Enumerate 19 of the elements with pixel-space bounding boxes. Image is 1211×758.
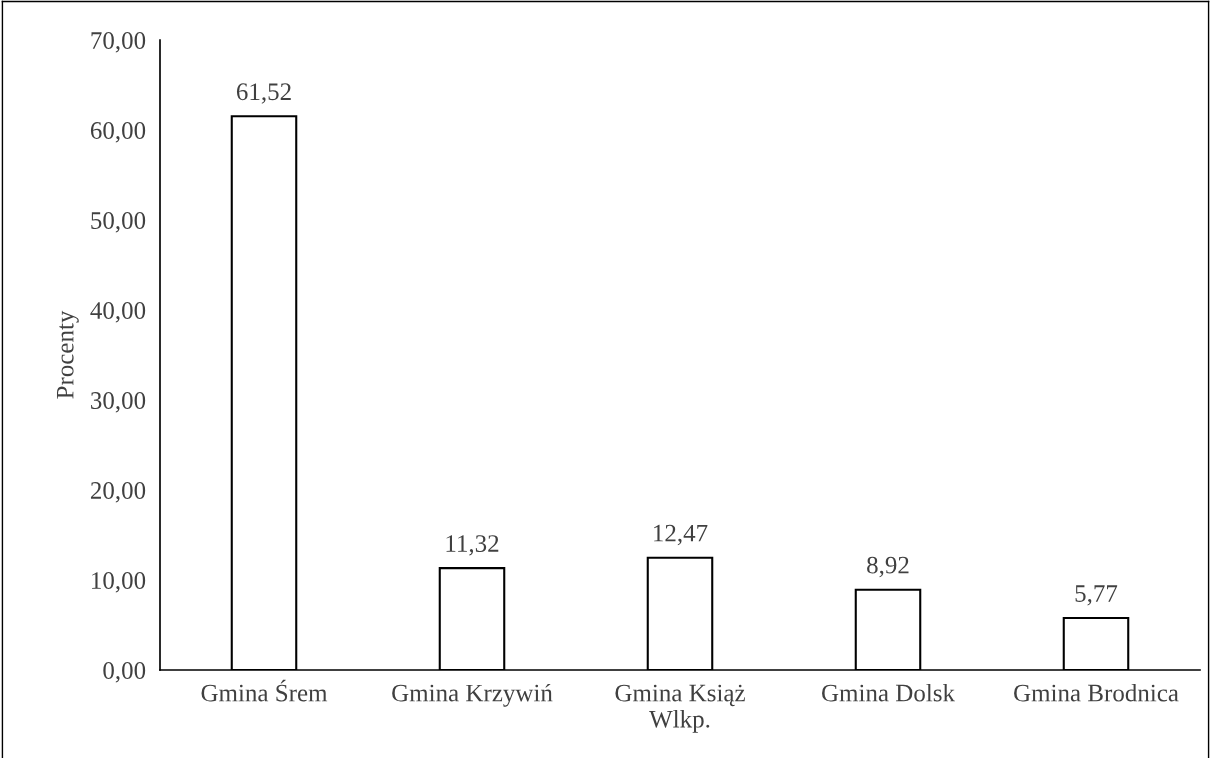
data-label: 61,52 — [236, 83, 291, 104]
y-tick-label: 10,00 — [92, 572, 146, 593]
x-tick-label: Gmina Dolsk — [822, 683, 956, 702]
y-tick-label: 60,00 — [90, 122, 146, 143]
x-tick-label: Gmina Książ Wlkp. — [615, 684, 745, 733]
data-label: 8,92 — [867, 556, 909, 578]
x-tick-label: Gmina Krzywiń — [392, 683, 553, 707]
y-tick-label: 40,00 — [90, 302, 146, 323]
data-label: 5,77 — [1075, 585, 1118, 606]
y-tick-label: 20,00 — [90, 482, 146, 503]
y-tick-label: 0,00 — [103, 662, 146, 683]
y-tick-label: 30,00 — [91, 392, 146, 413]
data-label: 11,32 — [446, 535, 499, 556]
x-tick-label: Gmina Brodnica — [1014, 683, 1179, 702]
data-label: 12,47 — [654, 524, 708, 546]
y-tick-label: 50,00 — [91, 212, 146, 233]
y-axis-title: Procenty — [56, 310, 79, 399]
x-tick-label: Gmina Śrem — [201, 679, 328, 702]
y-tick-label: 70,00 — [91, 32, 146, 53]
